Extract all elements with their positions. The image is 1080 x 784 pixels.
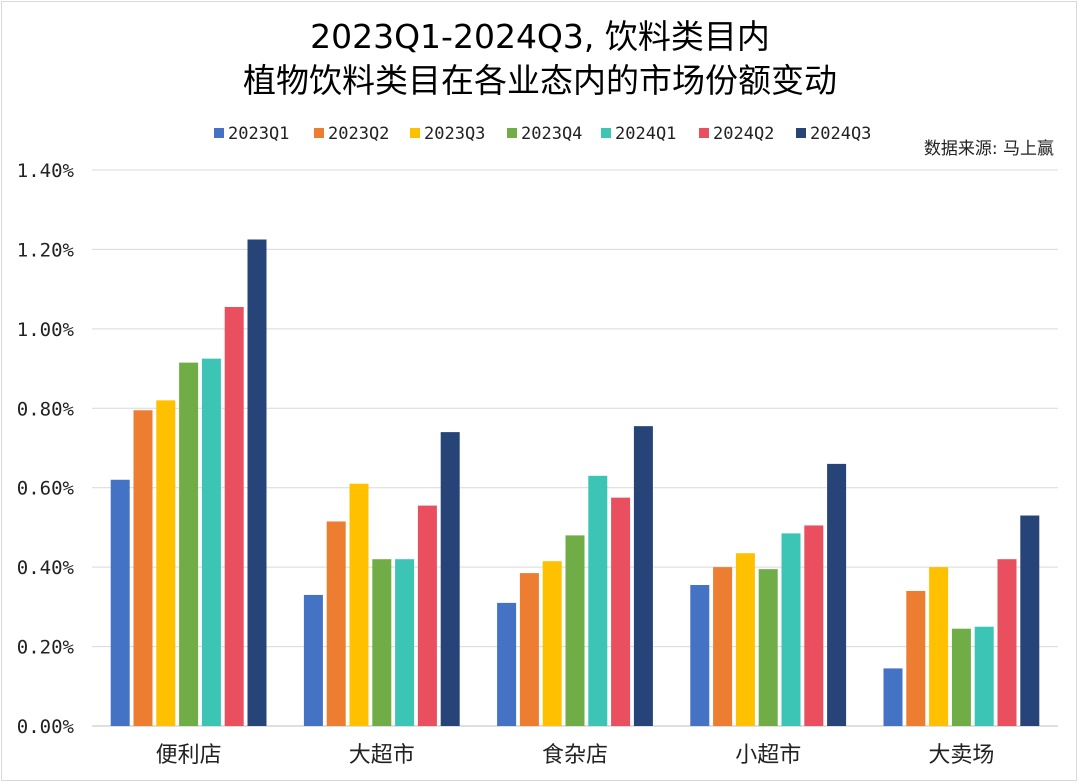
- y-axis: 0.00% 0.20% 0.40% 0.60% 0.80% 1.00% 1.20% 1.40%: [17, 160, 75, 738]
- legend-swatch: [507, 128, 517, 138]
- legend-label: 2023Q4: [521, 124, 582, 144]
- x-tick-label: 大卖场: [928, 743, 994, 768]
- chart-title-line-2: 植物饮料类目在各业态内的市场份额变动: [243, 61, 837, 100]
- bar: [542, 561, 562, 726]
- y-tick-label: 1.00%: [17, 319, 75, 341]
- bar: [781, 533, 801, 726]
- bar: [804, 525, 824, 726]
- legend-label: 2024Q2: [713, 124, 774, 144]
- bar: [611, 497, 631, 726]
- bar: [349, 483, 369, 726]
- chart-title-line-1: 2023Q1-2024Q3, 饮料类目内: [310, 17, 770, 56]
- legend-swatch: [601, 128, 611, 138]
- bar: [906, 590, 926, 726]
- bar: [179, 362, 199, 726]
- y-tick-label: 1.40%: [17, 160, 75, 182]
- bar: [395, 559, 415, 726]
- bar: [997, 559, 1017, 726]
- bar: [156, 400, 176, 726]
- bar: [827, 463, 847, 726]
- bar: [735, 553, 755, 726]
- bar: [247, 239, 267, 726]
- bar: [690, 585, 710, 726]
- bar: [303, 594, 323, 726]
- bars: [110, 239, 1040, 726]
- legend-label: 2023Q2: [328, 124, 389, 144]
- bar: [417, 505, 437, 726]
- x-tick-label: 便利店: [156, 743, 222, 768]
- source-note: 数据来源: 马上赢: [924, 139, 1054, 159]
- bar: [1020, 515, 1040, 726]
- bar: [224, 307, 244, 726]
- y-tick-label: 0.60%: [17, 478, 75, 500]
- bar: [519, 573, 539, 726]
- legend-label: 2024Q3: [810, 124, 871, 144]
- legend-swatch: [796, 128, 806, 138]
- bar: [372, 559, 392, 726]
- legend-swatch: [410, 128, 420, 138]
- x-tick-label: 小超市: [735, 743, 801, 768]
- bar: [440, 432, 460, 726]
- y-tick-label: 1.20%: [17, 239, 75, 261]
- bar: [110, 479, 130, 726]
- y-tick-label: 0.40%: [17, 557, 75, 579]
- bar: [133, 410, 153, 726]
- bar: [883, 668, 903, 726]
- bar: [633, 426, 653, 726]
- legend-swatch: [314, 128, 324, 138]
- legend-swatch: [699, 128, 709, 138]
- legend-label: 2024Q1: [615, 124, 676, 144]
- bar: [951, 628, 971, 726]
- bar: [497, 602, 517, 726]
- legend-label: 2023Q1: [228, 124, 289, 144]
- bar: [758, 569, 778, 726]
- x-tick-label: 食杂店: [542, 743, 608, 768]
- y-tick-label: 0.00%: [17, 716, 75, 738]
- bar: [565, 535, 585, 726]
- legend-swatch: [214, 128, 224, 138]
- bar: [326, 521, 346, 726]
- y-tick-label: 0.20%: [17, 637, 75, 659]
- legend-label: 2023Q3: [424, 124, 485, 144]
- bar: [588, 475, 608, 726]
- legend: 2023Q1 2023Q2 2023Q3 2023Q4 2024Q1 2024Q2 2024…: [214, 124, 871, 144]
- bar: [713, 567, 733, 726]
- x-tick-label: 大超市: [349, 743, 415, 768]
- y-tick-label: 0.80%: [17, 398, 75, 420]
- bar: [974, 626, 994, 726]
- bar: [929, 567, 949, 726]
- bar: [201, 358, 221, 726]
- x-axis: 便利店 大超市 食杂店 小超市 大卖场: [156, 743, 995, 768]
